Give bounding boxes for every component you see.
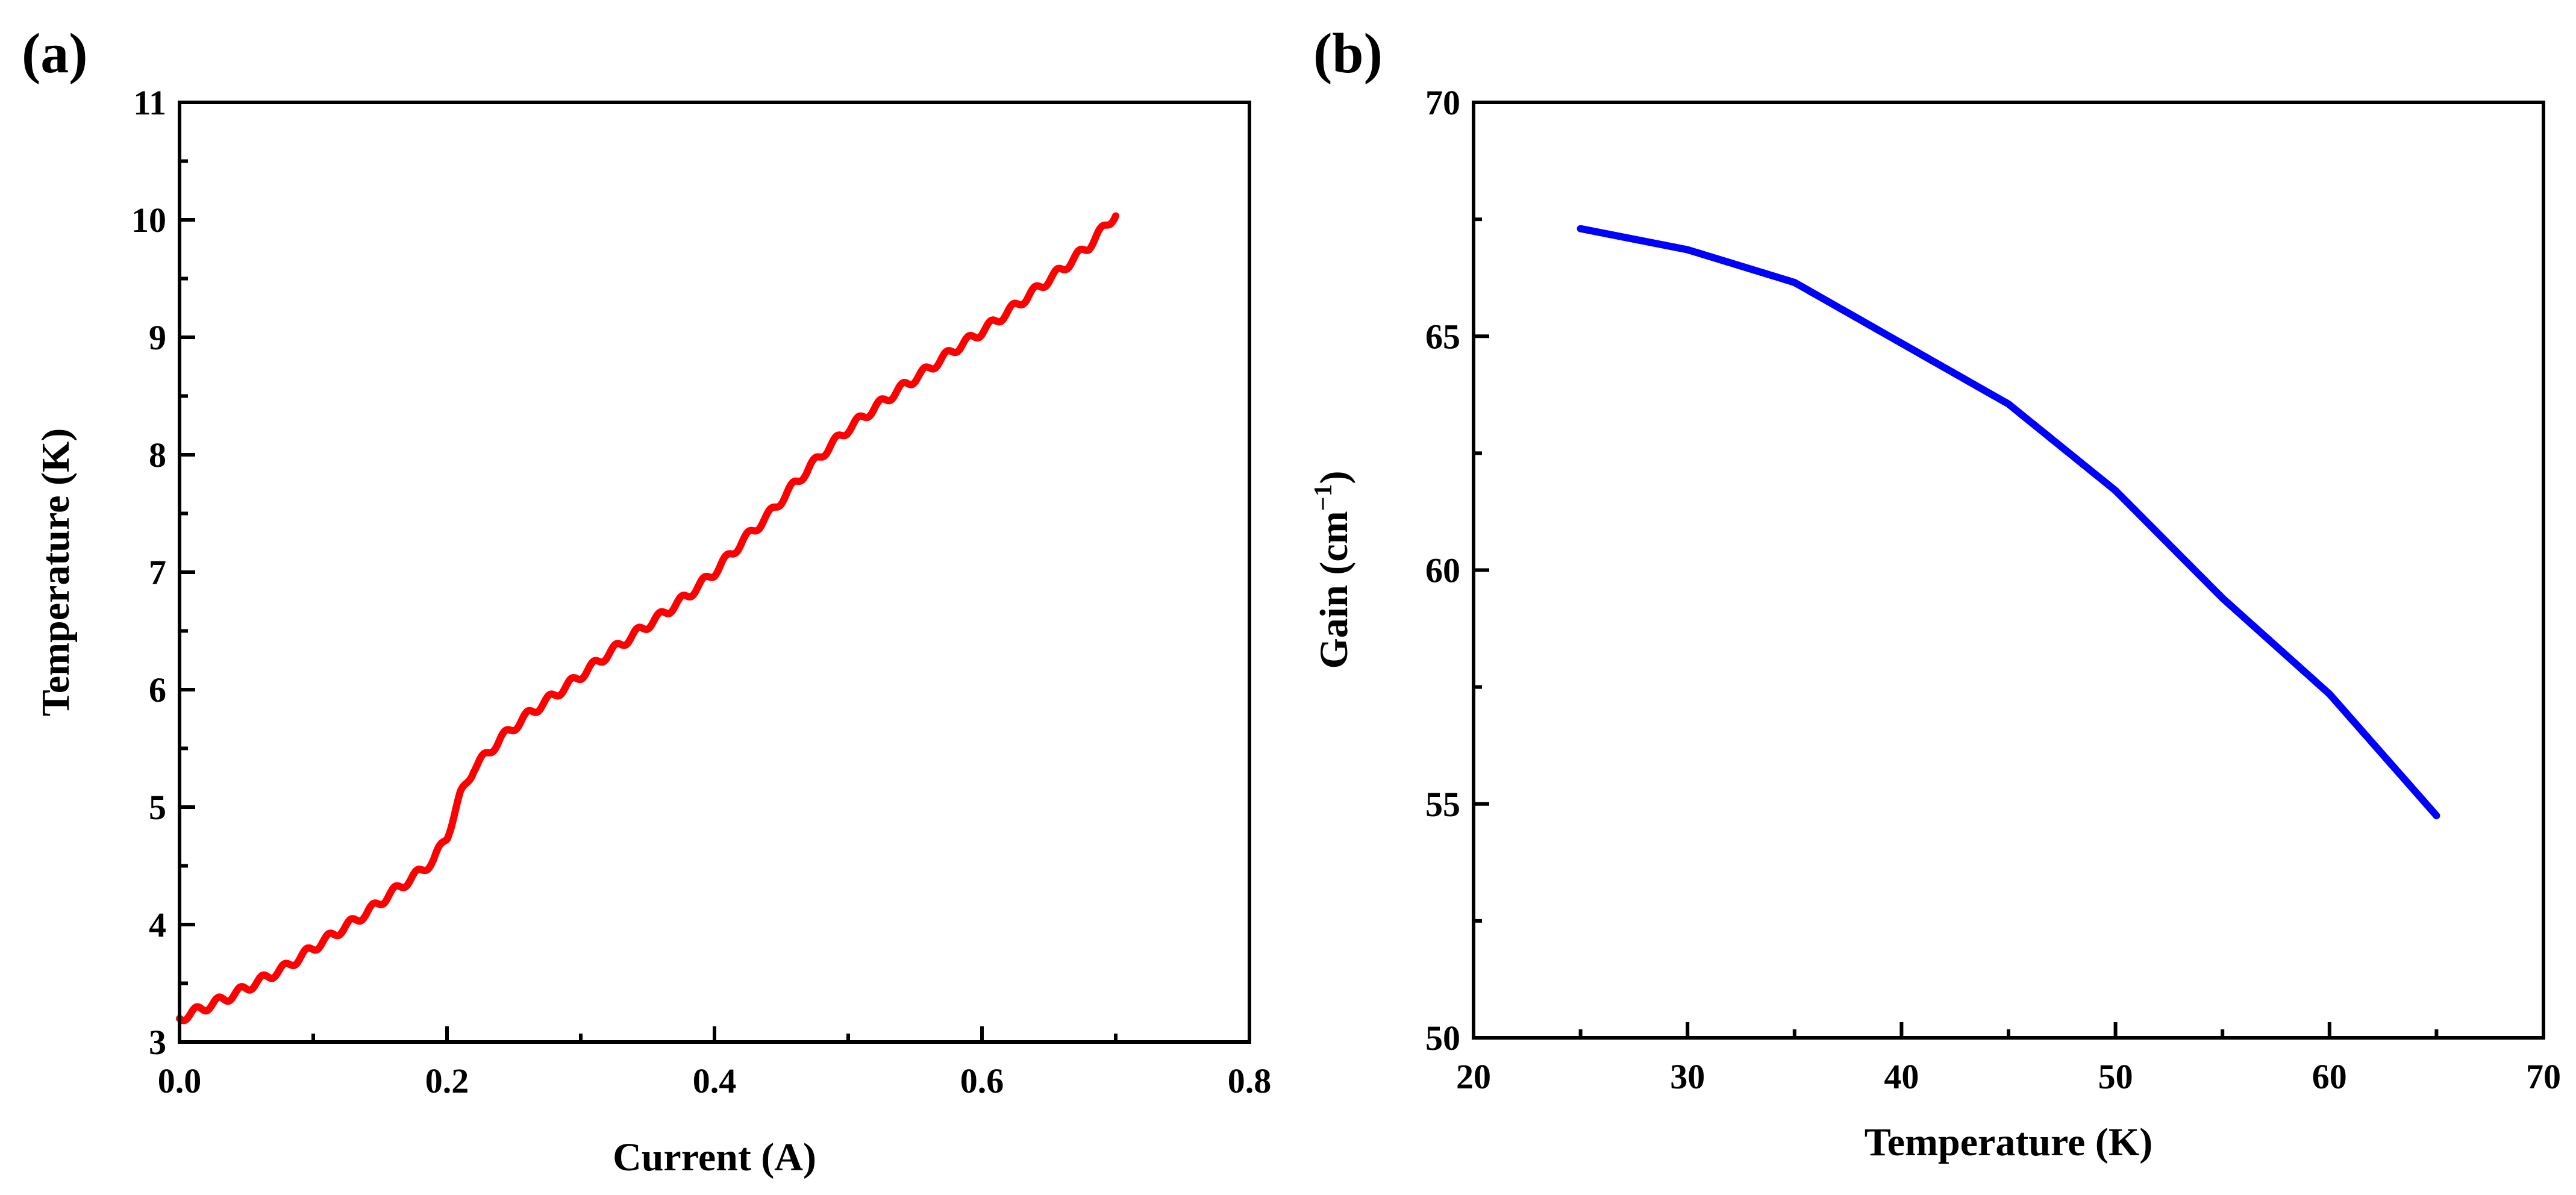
panel-b-x-tick-label: 40: [1884, 1057, 1919, 1096]
panel-a-y-tick-label: 4: [149, 905, 166, 944]
panel-a-series-line: [176, 212, 1119, 1025]
panel-b-y-tick-label: 65: [1425, 317, 1460, 356]
panel-a-current-vs-temperature: (a) 0.0 0.2 0.4 0.6 0.8 3 4 5 6 7 8 9 10 11 Current (…: [22, 22, 1271, 1179]
panel-a-y-tick-label: 7: [149, 553, 166, 592]
panel-a-x-tick-label: 0.2: [425, 1061, 469, 1100]
panel-a-y-axis-title: Temperature (K): [34, 428, 78, 716]
panel-b-x-tick-label: 70: [2526, 1057, 2561, 1096]
panel-b-y-tick-label: 55: [1425, 785, 1460, 824]
panel-b-temperature-vs-gain: (b) 20 30 40 50 60 70 50 55 60 65 70 Temperature (…: [1310, 22, 2561, 1164]
panel-a-y-tick-label: 5: [149, 788, 166, 827]
panel-b-series-group: [1577, 225, 2440, 820]
panel-a-x-tick-label: 0.8: [1228, 1061, 1272, 1100]
panel-b-y-tick-label: 70: [1425, 83, 1460, 122]
panel-a-x-axis-title: Current (A): [613, 1135, 816, 1179]
panel-a-x-tick-label: 0.6: [960, 1061, 1004, 1100]
panel-a-plot-frame: [178, 101, 1251, 1044]
panel-b-y-tick-label: 50: [1425, 1019, 1460, 1058]
panel-a-y-tick-label: 11: [133, 83, 166, 122]
panel-b-x-tick-label: 50: [2098, 1057, 2133, 1096]
panel-b-y-axis-title-close: ): [1312, 470, 1356, 484]
panel-b-plot-frame: [1472, 101, 2545, 1040]
panel-b-x-tick-label: 20: [1456, 1057, 1491, 1096]
panel-a-y-tick-label: 9: [149, 318, 166, 357]
panel-a-y-tick-label: 10: [131, 201, 166, 240]
panel-b-x-tick-label: 60: [2312, 1057, 2347, 1096]
panel-a-label: (a): [22, 22, 88, 85]
panel-a-y-tick-label: 3: [149, 1023, 166, 1062]
panel-a-series-group: [176, 212, 1119, 1025]
panel-b-tick-labels: 20 30 40 50 60 70 50 55 60 65 70: [1425, 83, 2561, 1096]
panel-b-y-tick-label: 60: [1425, 551, 1460, 590]
panel-b-x-tick-label: 30: [1670, 1057, 1705, 1096]
panel-a-x-tick-label: 0.0: [158, 1061, 202, 1100]
panel-b-y-axis-title-superscript: −1: [1310, 484, 1337, 511]
panel-b-label: (b): [1313, 22, 1383, 85]
panel-a-tick-labels: 0.0 0.2 0.4 0.6 0.8 3 4 5 6 7 8 9 10 11: [131, 83, 1271, 1100]
panel-b-y-axis-title-text: Gain (cm: [1312, 511, 1356, 669]
panel-a-y-tick-label: 6: [149, 670, 166, 710]
panel-b-x-axis-title: Temperature (K): [1865, 1120, 2152, 1164]
panel-b-y-axis-title: Gain (cm−1): [1310, 470, 1356, 669]
panel-b-series-line: [1577, 225, 2440, 820]
panel-a-y-tick-label: 8: [149, 435, 166, 475]
panel-a-x-tick-label: 0.4: [693, 1061, 737, 1100]
